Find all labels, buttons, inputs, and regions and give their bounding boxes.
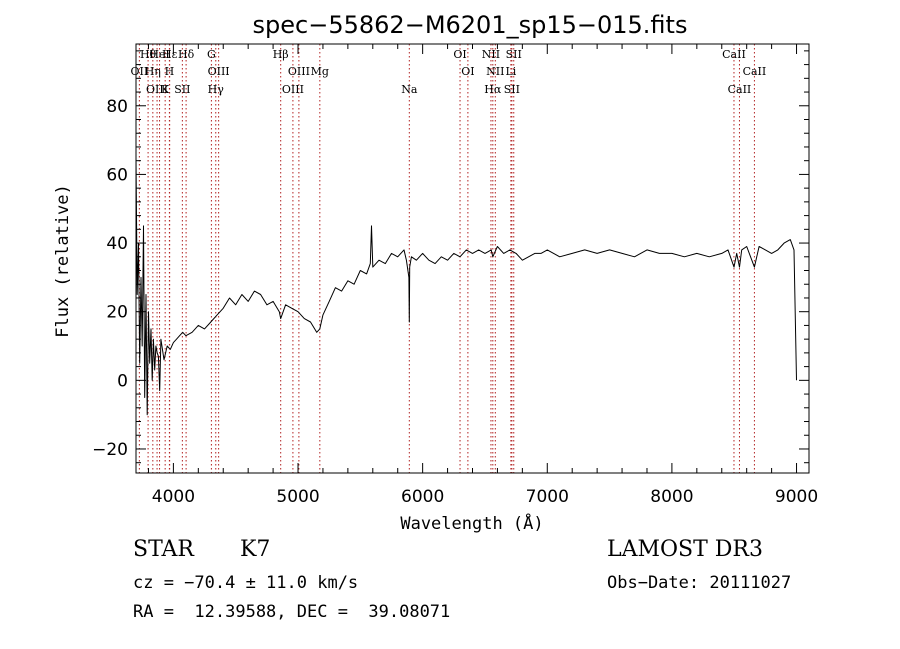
line-label: OIII <box>288 65 310 78</box>
coordinates-text: RA = 12.39588, DEC = 39.08071 <box>133 602 451 622</box>
line-label: OIII <box>282 83 304 96</box>
x-tick-label: 7000 <box>526 487 569 507</box>
line-label: NII <box>486 65 504 78</box>
axis-tick-labels: 4000 5000 6000 7000 8000 9000 −20 0 20 40 60 80 <box>92 97 818 507</box>
line-label: SII <box>504 83 520 96</box>
x-tick-label: 9000 <box>775 487 818 507</box>
line-label: Hβ <box>273 48 289 61</box>
y-tick-label: 20 <box>106 303 128 323</box>
line-label: CaII <box>743 65 767 78</box>
line-label: G <box>207 48 216 61</box>
redshift-text: cz = −70.4 ± 11.0 km/s <box>133 573 359 593</box>
line-label: OI <box>461 65 474 78</box>
line-label: SII <box>506 48 522 61</box>
x-tick-label: 5000 <box>276 487 319 507</box>
line-label: K <box>161 83 170 96</box>
y-tick-label: −20 <box>92 440 128 460</box>
line-label: Li <box>505 65 516 78</box>
line-label: Mg <box>311 65 329 78</box>
line-label: Na <box>401 83 418 96</box>
line-label: Hα <box>484 83 502 96</box>
x-tick-label: 6000 <box>401 487 444 507</box>
line-label: H <box>165 65 175 78</box>
line-label: HeI <box>149 48 169 61</box>
line-label: Hδ <box>178 48 195 61</box>
spectrum-series <box>135 157 797 416</box>
x-tick-label: 8000 <box>650 487 693 507</box>
y-tick-label: 0 <box>117 371 128 391</box>
y-tick-label: 80 <box>106 97 128 117</box>
line-label: Hη <box>145 65 161 78</box>
line-label: OII <box>131 65 149 78</box>
spectral-line-labels: HθOIIOIIIHεHηKHeIHSIIHδOIIIHγGOIIIOIIIHβ… <box>131 48 767 96</box>
line-label: CaII <box>722 48 746 61</box>
axis-ticks <box>136 44 809 473</box>
y-tick-label: 40 <box>106 234 128 254</box>
line-label: CaII <box>728 83 752 96</box>
obs-date: Obs−Date: 20111027 <box>607 573 792 593</box>
y-axis-label: Flux (relative) <box>53 184 73 338</box>
plot-frame <box>135 43 810 474</box>
chart-title: spec−55862−M6201_sp15−015.fits <box>253 11 688 39</box>
x-axis-label: Wavelength (Å) <box>400 512 543 534</box>
spectral-line-markers <box>138 44 755 473</box>
spectrum-line <box>135 157 797 416</box>
survey-name: LAMOST DR3 <box>607 537 763 562</box>
line-label: Hγ <box>208 83 225 96</box>
y-tick-label: 60 <box>106 165 128 185</box>
object-class: STAR <box>133 537 194 562</box>
line-label: SII <box>174 83 190 96</box>
line-label: NII <box>482 48 500 61</box>
line-label: Hθ <box>140 48 157 61</box>
line-label: OIII <box>208 65 230 78</box>
line-label: OI <box>453 48 466 61</box>
object-subclass: K7 <box>240 537 271 562</box>
x-tick-label: 4000 <box>152 487 195 507</box>
line-label: OIII <box>146 83 168 96</box>
